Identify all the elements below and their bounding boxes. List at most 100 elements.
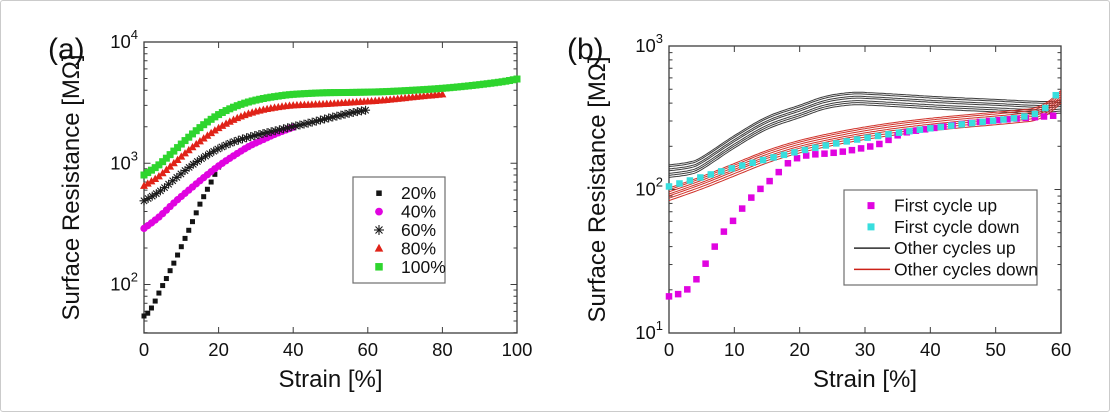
marker-square (201, 194, 207, 200)
legend-label: 20% (401, 183, 436, 203)
marker-square (885, 131, 892, 138)
marker-square (748, 194, 755, 201)
marker-square (472, 81, 480, 89)
marker-square (162, 154, 170, 162)
legend-label: 40% (401, 202, 436, 222)
marker-square (927, 125, 934, 132)
marker-square (248, 97, 256, 105)
bundle-line (668, 95, 1062, 170)
marker-square (775, 168, 783, 176)
marker-square (885, 136, 892, 144)
marker-square (498, 78, 506, 86)
marker-square (843, 138, 850, 145)
marker-square (784, 160, 792, 167)
panel-a-xlabel: Strain [%] (278, 366, 382, 393)
series-other-cycles-up (668, 91, 1062, 178)
marker-square (839, 148, 847, 155)
marker-square (867, 202, 875, 210)
y-tick-label: 101 (635, 318, 663, 343)
marker-square (916, 126, 924, 133)
marker-square (364, 88, 372, 96)
marker-square (259, 94, 267, 102)
bundle-line (668, 102, 1062, 176)
marker-square (163, 276, 169, 282)
marker-asterisk (374, 225, 384, 235)
series-20 (141, 164, 222, 319)
marker-triangle (184, 145, 193, 154)
marker-square (192, 127, 200, 135)
legend-item-40: 40% (375, 202, 436, 222)
marker-square (204, 186, 210, 192)
marker-square (874, 132, 882, 140)
series-40 (140, 123, 297, 233)
marker-square (222, 107, 230, 115)
legend-box (352, 176, 446, 284)
marker-square (356, 88, 364, 96)
marker-square (801, 146, 809, 154)
marker-square (237, 100, 245, 108)
marker-square (438, 84, 446, 92)
marker-square (148, 305, 154, 311)
marker-square (151, 164, 159, 172)
marker-asterisk (242, 133, 252, 143)
marker-asterisk (266, 127, 276, 137)
marker-triangle (140, 181, 148, 189)
marker-square (958, 121, 965, 128)
marker-square (420, 86, 428, 94)
marker-square (285, 91, 293, 99)
legend-item-80: 80% (374, 238, 436, 258)
marker-square (833, 140, 840, 147)
marker-square (757, 185, 764, 193)
marker-square (323, 89, 331, 97)
marker-square (274, 92, 282, 100)
x-tick-label: 20 (208, 339, 229, 360)
marker-square (509, 76, 517, 84)
legend-label: First cycle up (894, 196, 997, 216)
series-80 (140, 90, 447, 189)
panel-b-ylabel: Surface Resistance [MΩ] (584, 56, 611, 322)
marker-triangle (225, 117, 234, 125)
marker-square (349, 88, 357, 96)
marker-square (665, 183, 673, 190)
marker-square (211, 113, 219, 121)
marker-square (867, 223, 875, 231)
marker-square (446, 84, 454, 92)
marker-square (1021, 113, 1028, 120)
bundle-line (668, 91, 1062, 166)
marker-square (1004, 116, 1011, 123)
x-tick-label: 30 (855, 339, 876, 360)
marker-square (159, 158, 167, 166)
x-tick-label: 50 (985, 339, 1006, 360)
marker-square (1052, 91, 1060, 99)
marker-asterisk (332, 111, 342, 121)
marker-square (203, 118, 211, 126)
marker-square (665, 293, 673, 300)
marker-square (230, 103, 238, 111)
marker-square (345, 88, 353, 96)
marker-square (979, 118, 986, 126)
panel-a-letter: (a) (48, 33, 85, 66)
marker-square (338, 89, 346, 97)
marker-square (170, 147, 178, 155)
marker-square (278, 92, 286, 100)
marker-square (738, 205, 746, 212)
marker-triangle (210, 126, 219, 134)
marker-square (1031, 110, 1039, 118)
marker-square (200, 121, 208, 129)
marker-square (457, 83, 465, 91)
marker-square (864, 134, 871, 141)
marker-square (830, 149, 837, 157)
marker-square (386, 87, 394, 95)
marker-square (793, 154, 801, 162)
marker-square (282, 91, 290, 99)
marker-square (931, 124, 938, 132)
x-tick-label: 60 (358, 339, 379, 360)
marker-square (267, 93, 275, 101)
marker-asterisk (299, 119, 309, 129)
marker-square (166, 151, 174, 159)
marker-square (738, 162, 746, 169)
marker-square (912, 127, 920, 134)
marker-square (718, 168, 725, 175)
